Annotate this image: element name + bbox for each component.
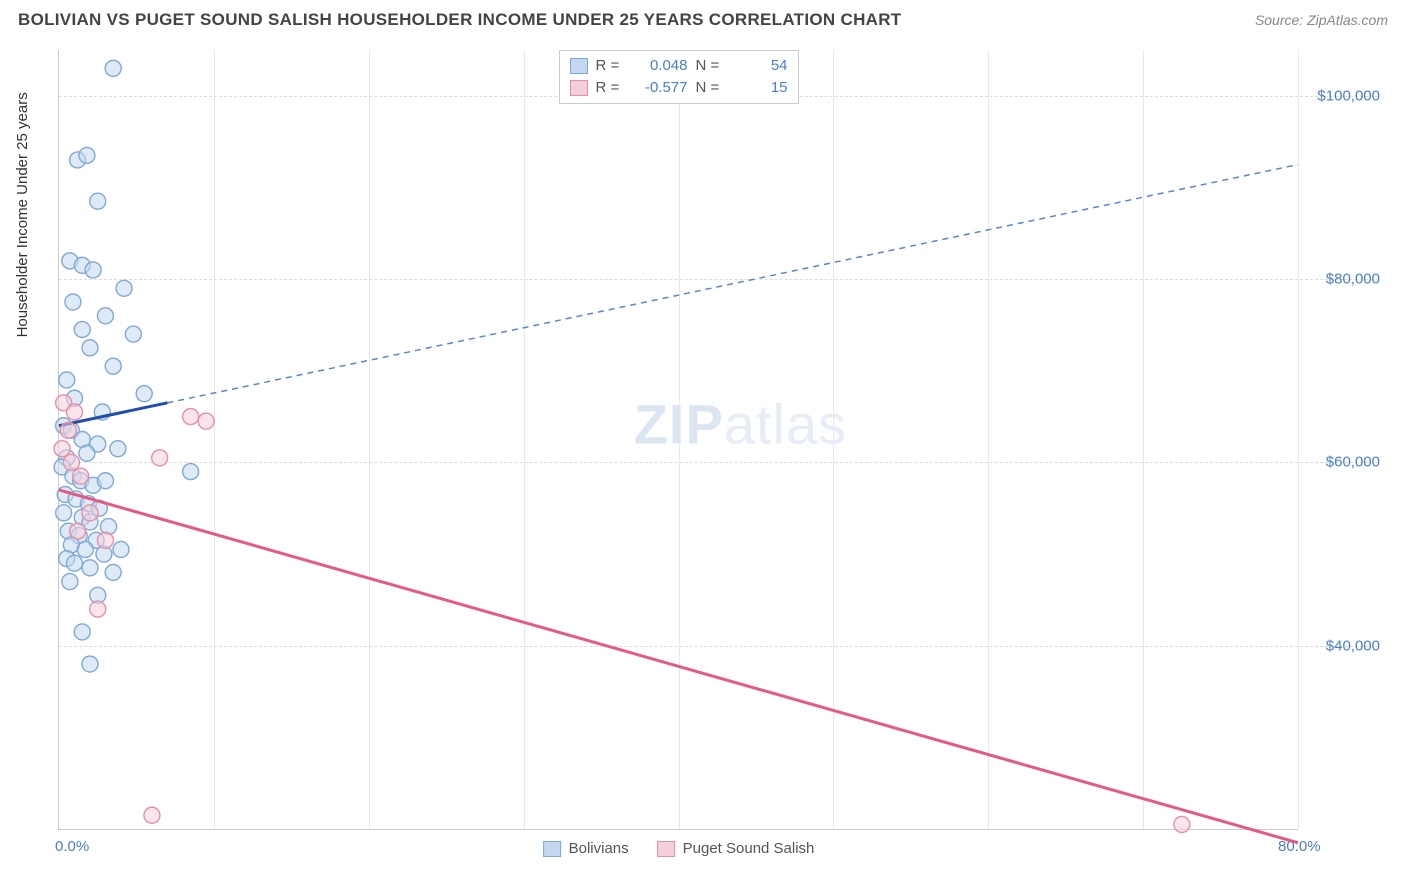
trend-line-dashed — [167, 165, 1298, 403]
scatter-point — [62, 574, 78, 590]
scatter-point — [183, 409, 199, 425]
scatter-point — [79, 147, 95, 163]
x-tick-label: 0.0% — [55, 838, 89, 855]
y-tick-label: $100,000 — [1317, 87, 1380, 104]
legend-value: 0.048 — [632, 55, 688, 77]
y-tick-label: $60,000 — [1326, 454, 1380, 471]
scatter-point — [113, 541, 129, 557]
y-axis-label: Householder Income Under 25 years — [14, 92, 31, 337]
scatter-point — [79, 445, 95, 461]
swatch-icon — [570, 58, 588, 74]
correlation-legend: R = 0.048 N = 54 R = -0.577 N = 15 — [559, 50, 799, 104]
swatch-icon — [543, 841, 561, 857]
scatter-point — [125, 326, 141, 342]
scatter-point — [144, 807, 160, 823]
legend-label: R = — [596, 77, 624, 99]
scatter-point — [74, 624, 90, 640]
scatter-point — [97, 473, 113, 489]
scatter-point — [136, 386, 152, 402]
legend-row: R = -0.577 N = 15 — [570, 77, 788, 99]
chart-container: Householder Income Under 25 years ZIPatl… — [18, 40, 1388, 880]
source-attribution: Source: ZipAtlas.com — [1255, 12, 1388, 28]
legend-item: Puget Sound Salish — [657, 840, 815, 857]
scatter-point — [97, 308, 113, 324]
scatter-point — [70, 523, 86, 539]
scatter-point — [85, 262, 101, 278]
scatter-point — [63, 454, 79, 470]
scatter-point — [82, 656, 98, 672]
legend-text: Bolivians — [569, 840, 629, 857]
y-tick-label: $40,000 — [1326, 637, 1380, 654]
scatter-point — [90, 601, 106, 617]
scatter-point — [105, 358, 121, 374]
legend-item: Bolivians — [543, 840, 629, 857]
scatter-point — [77, 541, 93, 557]
legend-value: -0.577 — [632, 77, 688, 99]
series-legend: Bolivians Puget Sound Salish — [543, 840, 815, 857]
scatter-point — [82, 505, 98, 521]
legend-row: R = 0.048 N = 54 — [570, 55, 788, 77]
trend-line — [59, 490, 1298, 843]
y-tick-label: $80,000 — [1326, 271, 1380, 288]
chart-title: BOLIVIAN VS PUGET SOUND SALISH HOUSEHOLD… — [18, 10, 902, 30]
legend-value: 54 — [732, 55, 788, 77]
scatter-point — [1174, 816, 1190, 832]
scatter-point — [97, 532, 113, 548]
gridline-v — [1298, 50, 1299, 829]
swatch-icon — [570, 80, 588, 96]
x-tick-label: 80.0% — [1278, 838, 1321, 855]
plot-svg — [59, 50, 1298, 829]
legend-label: N = — [696, 55, 724, 77]
legend-label: R = — [596, 55, 624, 77]
scatter-point — [82, 560, 98, 576]
scatter-point — [110, 441, 126, 457]
scatter-point — [82, 340, 98, 356]
scatter-point — [54, 441, 70, 457]
scatter-point — [66, 555, 82, 571]
scatter-point — [152, 450, 168, 466]
scatter-point — [59, 372, 75, 388]
scatter-point — [65, 294, 81, 310]
legend-value: 15 — [732, 77, 788, 99]
scatter-point — [183, 464, 199, 480]
scatter-point — [105, 564, 121, 580]
scatter-point — [74, 322, 90, 338]
scatter-point — [116, 280, 132, 296]
legend-text: Puget Sound Salish — [683, 840, 815, 857]
scatter-point — [105, 60, 121, 76]
scatter-point — [90, 193, 106, 209]
scatter-point — [73, 468, 89, 484]
swatch-icon — [657, 841, 675, 857]
scatter-point — [60, 422, 76, 438]
legend-label: N = — [696, 77, 724, 99]
scatter-point — [66, 404, 82, 420]
plot-area: ZIPatlas R = 0.048 N = 54 R = -0.577 N =… — [58, 50, 1298, 830]
scatter-point — [56, 505, 72, 521]
scatter-point — [198, 413, 214, 429]
